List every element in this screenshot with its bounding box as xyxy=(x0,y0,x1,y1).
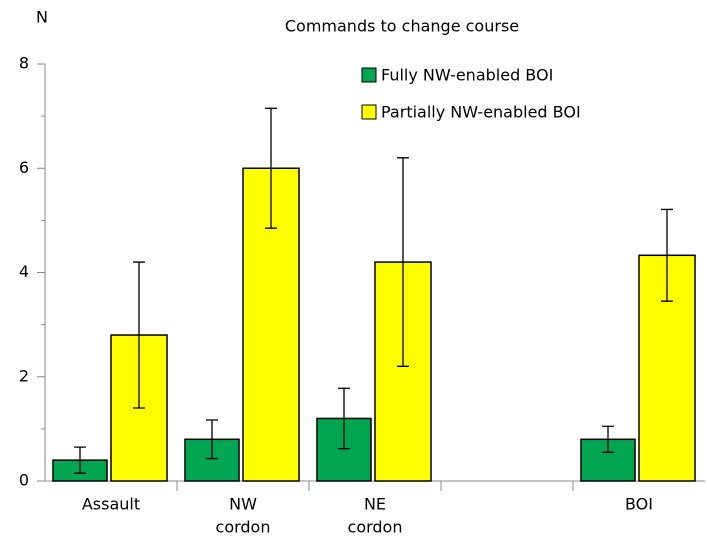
y-tick-label: 4 xyxy=(19,262,29,281)
y-tick-label: 2 xyxy=(19,366,29,385)
y-axis-label: N xyxy=(36,8,48,27)
x-tick-label: NW xyxy=(229,495,257,514)
y-tick-label: 6 xyxy=(19,158,29,177)
error-bar xyxy=(206,419,218,460)
error-bar xyxy=(338,387,350,450)
legend-label: Partially NW-enabled BOI xyxy=(381,103,581,122)
error-bar xyxy=(265,107,277,229)
error-bar xyxy=(133,261,145,409)
legend-swatch xyxy=(361,104,377,120)
y-tick-label: 0 xyxy=(19,471,29,490)
x-tick-label: cordon xyxy=(348,518,403,537)
y-tick-label: 8 xyxy=(19,54,29,73)
legend-swatch xyxy=(361,67,377,83)
chart-title: Commands to change course xyxy=(285,17,519,36)
x-tick-label: BOI xyxy=(625,495,653,514)
x-tick-label: cordon xyxy=(216,518,271,537)
error-bar xyxy=(397,157,409,367)
x-tick-label: NE xyxy=(364,495,386,514)
legend-label: Fully NW-enabled BOI xyxy=(381,66,553,85)
error-bar xyxy=(602,425,614,453)
error-bar xyxy=(661,208,673,302)
error-bar xyxy=(74,446,86,474)
x-tick-label: Assault xyxy=(82,495,140,514)
